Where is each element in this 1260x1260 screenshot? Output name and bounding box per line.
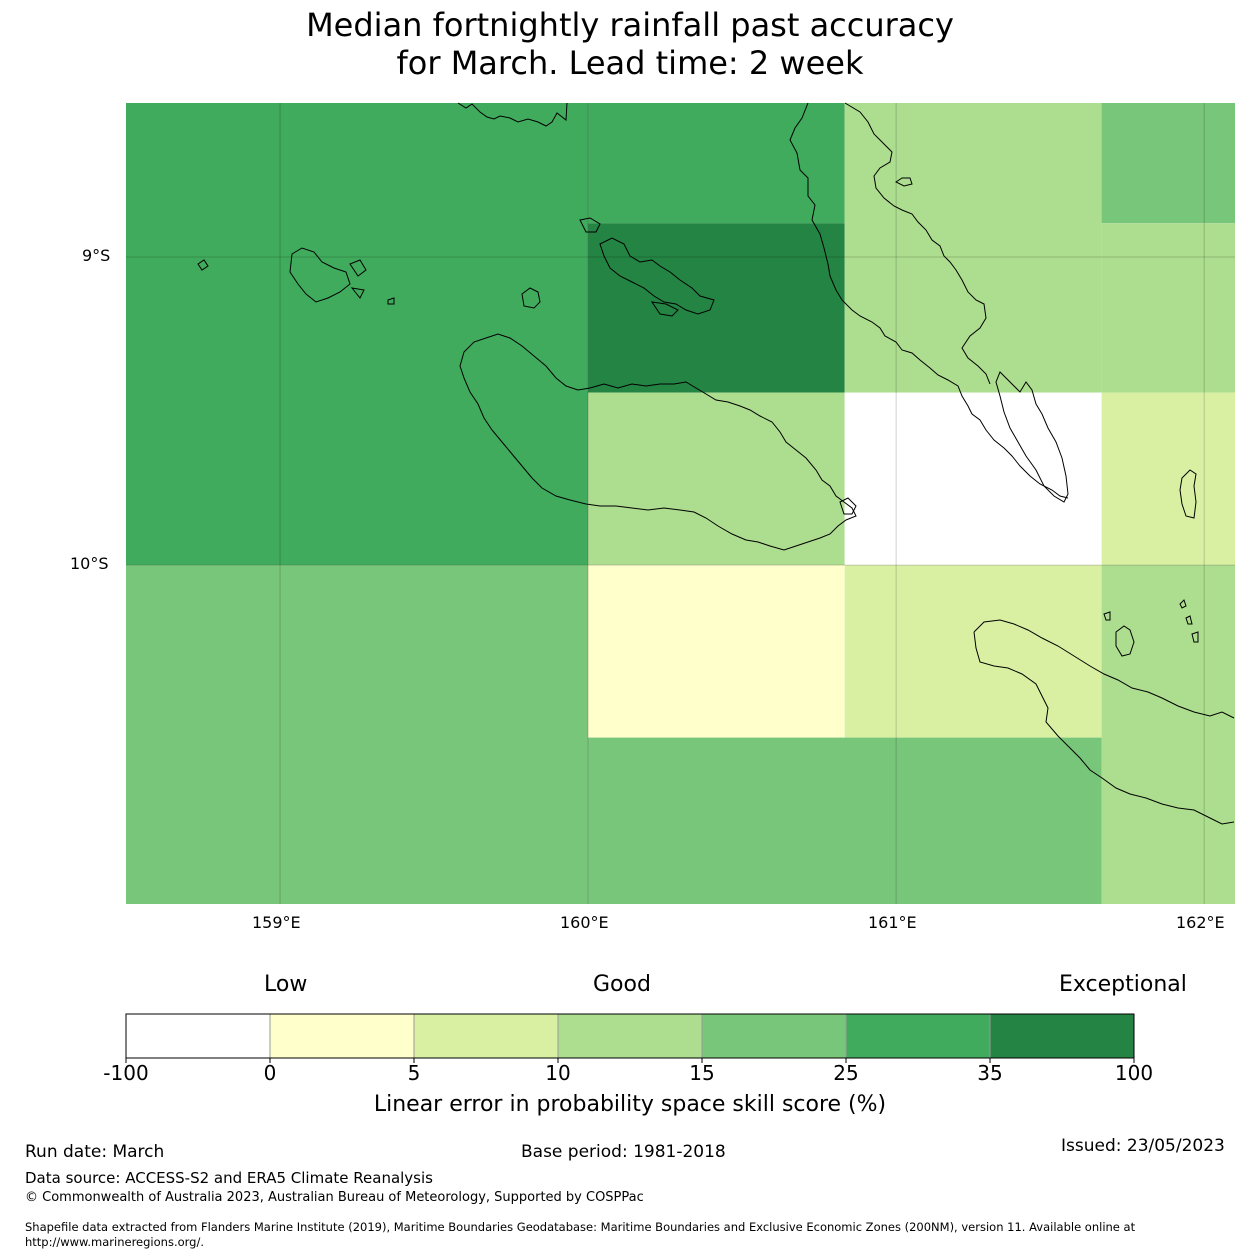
colorbar-segment	[557, 1013, 703, 1059]
island-makira	[973, 619, 1235, 719]
lon-label-161e: 161°E	[868, 913, 917, 932]
island-small-north	[895, 177, 913, 187]
coastline-north	[789, 102, 1069, 499]
colorbar-tick: 35	[977, 1061, 1003, 1085]
colorbar	[125, 1013, 1135, 1063]
colorbar-tick: 0	[263, 1061, 277, 1085]
colorbar-label: Linear error in probability space skill …	[373, 1092, 887, 1117]
skill-cell	[126, 565, 589, 904]
island-ugi	[1115, 625, 1135, 657]
coastline-santa-isabel-north	[844, 102, 991, 385]
skill-cell	[588, 103, 845, 224]
colorbar-category-good: Good	[593, 972, 651, 997]
coastlines	[197, 102, 1235, 825]
skill-cell	[1101, 392, 1235, 566]
island-small-east-4	[1191, 631, 1199, 643]
run-date: Run date: March	[25, 1142, 165, 1162]
island-savo	[521, 287, 541, 309]
island-russell-2	[349, 259, 367, 277]
skill-cell	[844, 392, 1102, 566]
title-line-1: Median fortnightly rainfall past accurac…	[306, 6, 954, 44]
island-small-east-1	[1103, 611, 1111, 621]
island-makira-south	[973, 631, 1235, 825]
map-gridlines	[126, 103, 1235, 904]
island-small-east-3	[1185, 615, 1193, 625]
skill-cell	[588, 565, 845, 738]
skill-cell	[1101, 223, 1235, 393]
lat-label-9s: 9°S	[82, 246, 111, 265]
colorbar-tick: 100	[1114, 1061, 1154, 1085]
colorbar-tick: 10	[545, 1061, 571, 1085]
colorbar-tick: 25	[833, 1061, 859, 1085]
title-line-2: for March. Lead time: 2 week	[396, 44, 864, 82]
skill-cell	[844, 565, 1102, 738]
island-guadalcanal	[459, 333, 857, 551]
colorbar-category-low: Low	[264, 972, 308, 997]
colorbar-segment	[125, 1013, 271, 1059]
skill-cell	[844, 103, 1102, 393]
skill-cell	[588, 223, 845, 393]
island-small-nw	[579, 217, 601, 233]
island-small-east-2	[1179, 599, 1187, 609]
island-nggela-south	[650, 301, 679, 317]
skill-cell	[126, 103, 589, 566]
colorbar-frame	[125, 1013, 1135, 1059]
lon-label-160e: 160°E	[560, 913, 609, 932]
base-period: Base period: 1981-2018	[521, 1142, 726, 1162]
skill-cell	[588, 737, 1102, 904]
copyright: © Commonwealth of Australia 2023, Austra…	[25, 1190, 644, 1205]
colorbar-segment	[845, 1013, 991, 1059]
lat-label-10s: 10°S	[70, 554, 109, 573]
skill-cell	[1101, 103, 1235, 224]
colorbar-segment	[989, 1013, 1135, 1059]
lon-label-159e: 159°E	[252, 913, 301, 932]
chart-title: Median fortnightly rainfall past accurac…	[0, 6, 1260, 82]
data-source: Data source: ACCESS-S2 and ERA5 Climate …	[25, 1169, 433, 1187]
skill-cell	[1101, 565, 1235, 904]
shapefile-credit-line-1: Shapefile data extracted from Flanders M…	[25, 1220, 1136, 1234]
coastline-santa-isabel-west	[457, 102, 568, 127]
colorbar-segment	[701, 1013, 847, 1059]
colorbar-tick: 15	[689, 1061, 715, 1085]
colorbar-tick: 5	[407, 1061, 421, 1085]
island-russell-3	[350, 287, 365, 299]
shapefile-credit-line-2: http://www.marineregions.org/.	[25, 1235, 204, 1249]
island-elongated-east	[995, 371, 1069, 503]
colorbar-segment	[413, 1013, 559, 1059]
island-tiny-west	[197, 259, 209, 271]
island-small-near-gc	[839, 497, 857, 515]
lon-label-162e: 162°E	[1176, 913, 1225, 932]
island-tiny-mid	[387, 297, 395, 305]
island-ulawa	[1179, 469, 1197, 519]
island-russell	[289, 247, 351, 303]
skill-grid-cells	[126, 103, 1235, 904]
colorbar-tick: -100	[103, 1061, 149, 1085]
colorbar-segment	[269, 1013, 415, 1059]
skill-cell	[588, 392, 845, 566]
colorbar-category-exceptional: Exceptional	[1059, 972, 1187, 997]
island-nggela	[599, 237, 715, 315]
issued-date: Issued: 23/05/2023	[1061, 1136, 1225, 1156]
